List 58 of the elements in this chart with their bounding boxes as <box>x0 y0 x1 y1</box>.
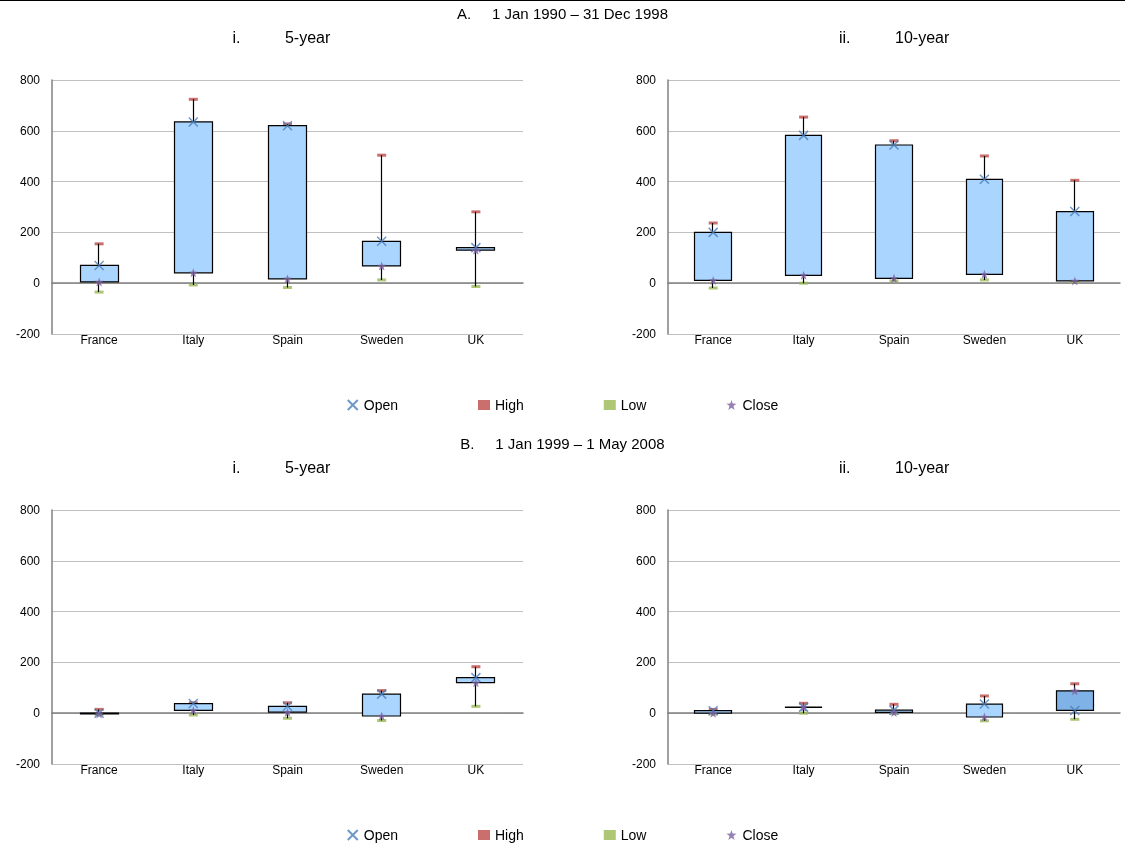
y-tick-label: 600 <box>19 123 41 138</box>
x-tick-label: Sweden <box>360 333 404 347</box>
y-tick-label: 200 <box>635 225 657 240</box>
x-tick-label: Sweden <box>962 333 1007 347</box>
y-tick-label: 600 <box>635 553 657 568</box>
x-tick-label: UK <box>1066 763 1084 777</box>
chart-title: ii. 10-year <box>839 28 950 46</box>
legend-label: Open <box>363 397 398 413</box>
y-tick-label: -200 <box>15 757 41 771</box>
x-tick-label: France <box>694 333 733 347</box>
y-tick-label: 600 <box>635 123 657 138</box>
y-tick-label: 0 <box>649 276 657 291</box>
y-tick-label: 200 <box>19 655 41 670</box>
x-tick-label: Sweden <box>360 763 404 777</box>
legend-label: Low <box>620 827 648 843</box>
y-tick-label: -200 <box>15 327 41 341</box>
y-tick-label: -200 <box>631 327 657 341</box>
x-tick-label: Spain <box>878 333 910 347</box>
y-tick-label: 800 <box>635 503 657 517</box>
x-tick-label: UK <box>467 763 485 777</box>
y-tick-label: 200 <box>19 225 41 240</box>
x-tick-label: Spain <box>878 763 910 777</box>
x-tick-label: Spain <box>272 333 303 347</box>
x-tick-label: France <box>80 763 119 777</box>
y-tick-label: -200 <box>631 757 657 771</box>
text: B. 1 Jan 1999 – 1 May 2008 <box>460 435 665 452</box>
legend-label: Low <box>620 397 648 413</box>
text: A. 1 Jan 1990 – 31 Dec 1998 <box>457 5 668 22</box>
x-tick-label: Sweden <box>962 763 1007 777</box>
chart-title: i. 5-year <box>232 458 331 476</box>
y-tick-label: 0 <box>649 706 657 721</box>
x-tick-label: Italy <box>792 763 815 777</box>
y-tick-label: 0 <box>33 276 41 291</box>
legend-label: High <box>494 827 524 843</box>
y-tick-label: 400 <box>19 174 41 189</box>
legend-label: High <box>494 397 524 413</box>
y-tick-label: 400 <box>635 604 657 619</box>
x-tick-label: Italy <box>182 763 205 777</box>
legend-label: Close <box>742 397 779 413</box>
y-tick-label: 800 <box>19 73 41 87</box>
y-tick-label: 400 <box>635 174 657 189</box>
y-tick-label: 600 <box>19 553 41 568</box>
x-tick-label: France <box>694 763 733 777</box>
chart-title: i. 5-year <box>232 28 331 46</box>
chart-title: ii. 10-year <box>839 458 950 476</box>
x-tick-label: UK <box>467 333 485 347</box>
x-tick-label: Spain <box>272 763 303 777</box>
x-tick-label: Italy <box>792 333 815 347</box>
y-tick-label: 0 <box>33 706 41 721</box>
y-tick-label: 400 <box>19 604 41 619</box>
y-tick-label: 800 <box>19 503 41 517</box>
legend-label: Close <box>742 827 779 843</box>
x-tick-label: Italy <box>182 333 205 347</box>
y-tick-label: 800 <box>635 73 657 87</box>
x-tick-label: UK <box>1066 333 1084 347</box>
y-tick-label: 200 <box>635 655 657 670</box>
legend-label: Open <box>363 827 398 843</box>
x-tick-label: France <box>80 333 119 347</box>
